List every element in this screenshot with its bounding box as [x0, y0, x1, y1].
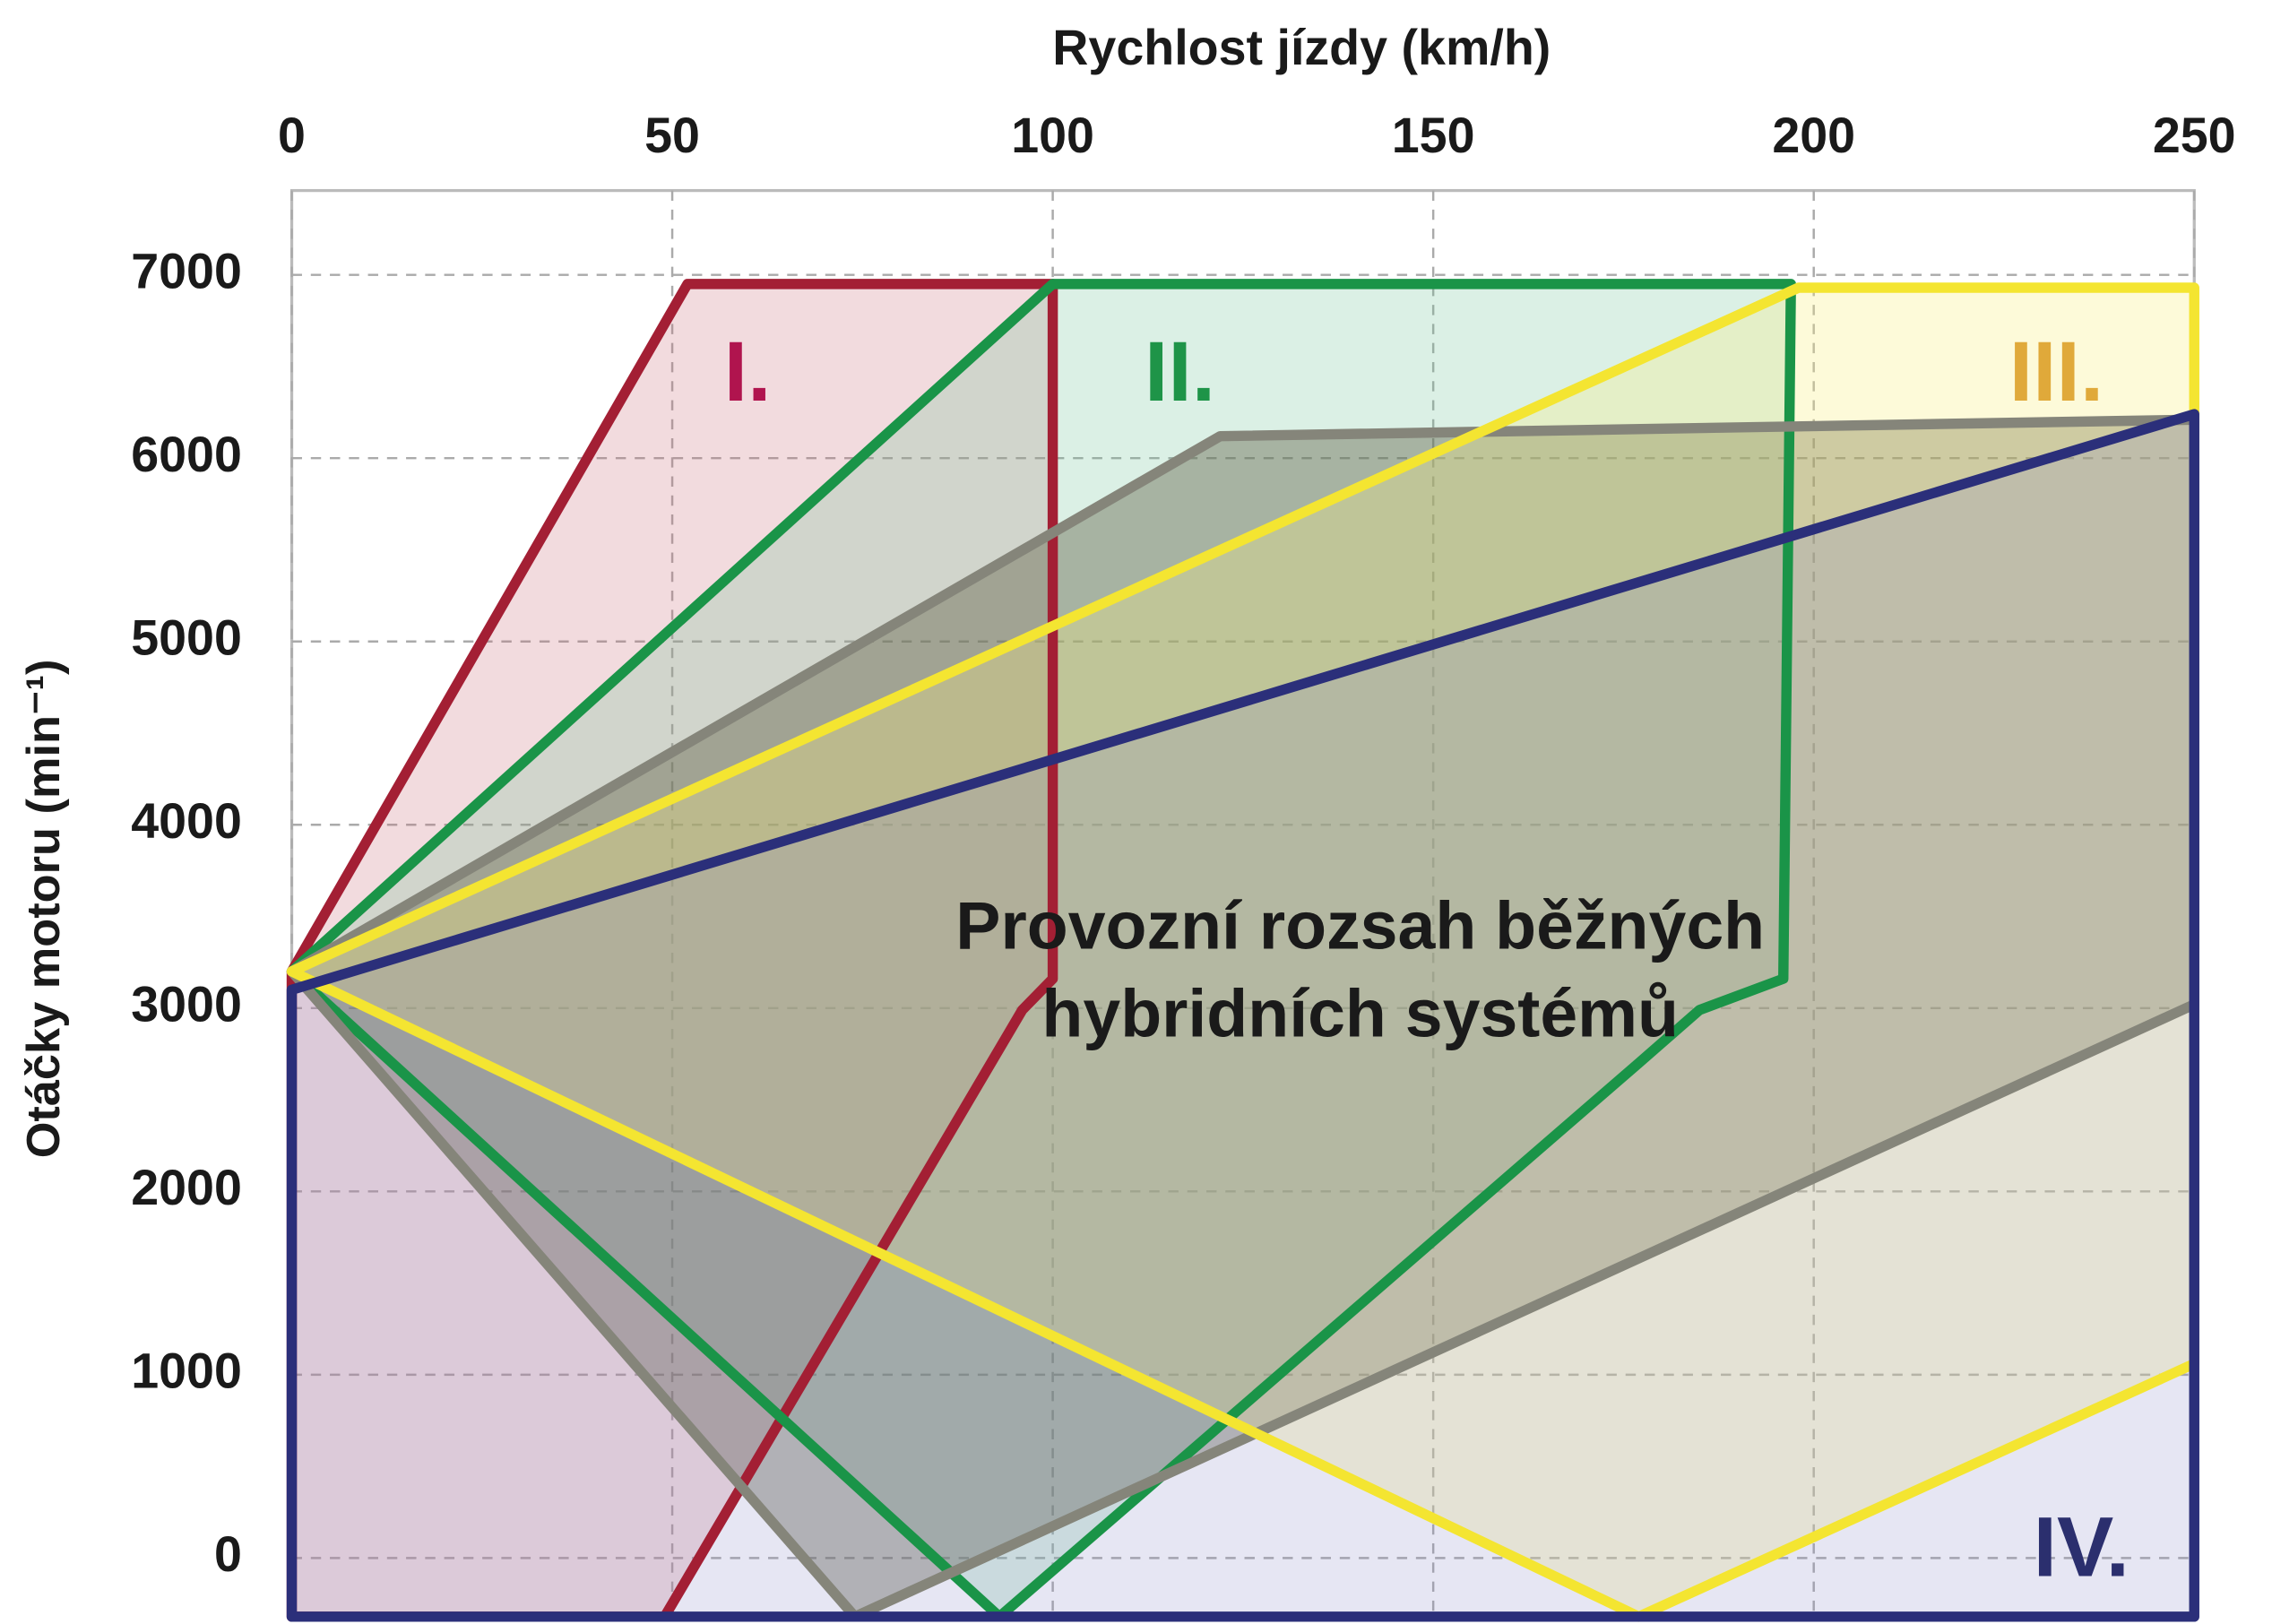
y-tick-label: 4000	[131, 793, 242, 849]
area-fill	[291, 419, 2195, 1617]
region-label: III.	[2009, 324, 2104, 419]
x-tick-label: 150	[1392, 108, 1475, 163]
area-outline	[286, 409, 2199, 1622]
region-label: IV.	[2034, 1500, 2129, 1595]
y-tick-label: 0	[214, 1526, 242, 1582]
y-tick-label: 3000	[131, 976, 242, 1032]
area-fill	[291, 283, 1792, 1617]
x-tick-label: 200	[1772, 108, 1855, 163]
area-fill	[291, 283, 1053, 1617]
x-tick-label: 250	[2153, 108, 2236, 163]
x-axis-title: Rychlost jízdy (km/h)	[1052, 20, 1551, 75]
area-outline	[286, 279, 1796, 1622]
annotation: hybridních systémů	[1041, 975, 1679, 1050]
y-tick-label: 6000	[131, 427, 242, 482]
x-tick-label: 100	[1011, 108, 1094, 163]
x-tick-label: 0	[278, 108, 306, 163]
annotation: Provozní rozsah běžných	[955, 887, 1765, 963]
x-tick-label: 50	[644, 108, 700, 163]
area-fill	[291, 287, 2195, 1617]
region-label: II.	[1145, 324, 1215, 419]
y-tick-label: 1000	[131, 1343, 242, 1399]
y-tick-label: 2000	[131, 1160, 242, 1215]
y-tick-label: 5000	[131, 609, 242, 665]
region-label: I.	[724, 324, 772, 419]
y-axis-title: Otáčky motoru (min⁻¹)	[18, 660, 70, 1159]
y-tick-label: 7000	[131, 243, 242, 298]
area-fill	[291, 414, 2195, 1617]
